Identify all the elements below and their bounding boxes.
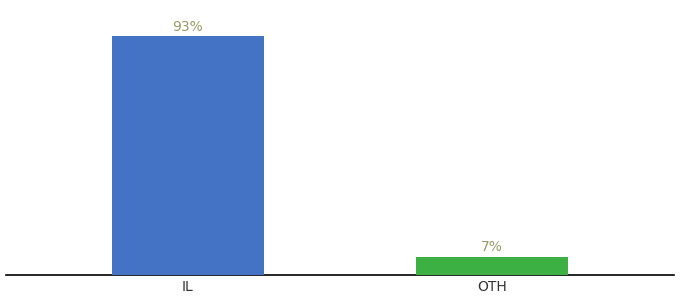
Bar bbox=[416, 257, 568, 275]
Bar bbox=[112, 36, 264, 275]
Text: 93%: 93% bbox=[173, 20, 203, 34]
Text: 7%: 7% bbox=[481, 240, 503, 254]
